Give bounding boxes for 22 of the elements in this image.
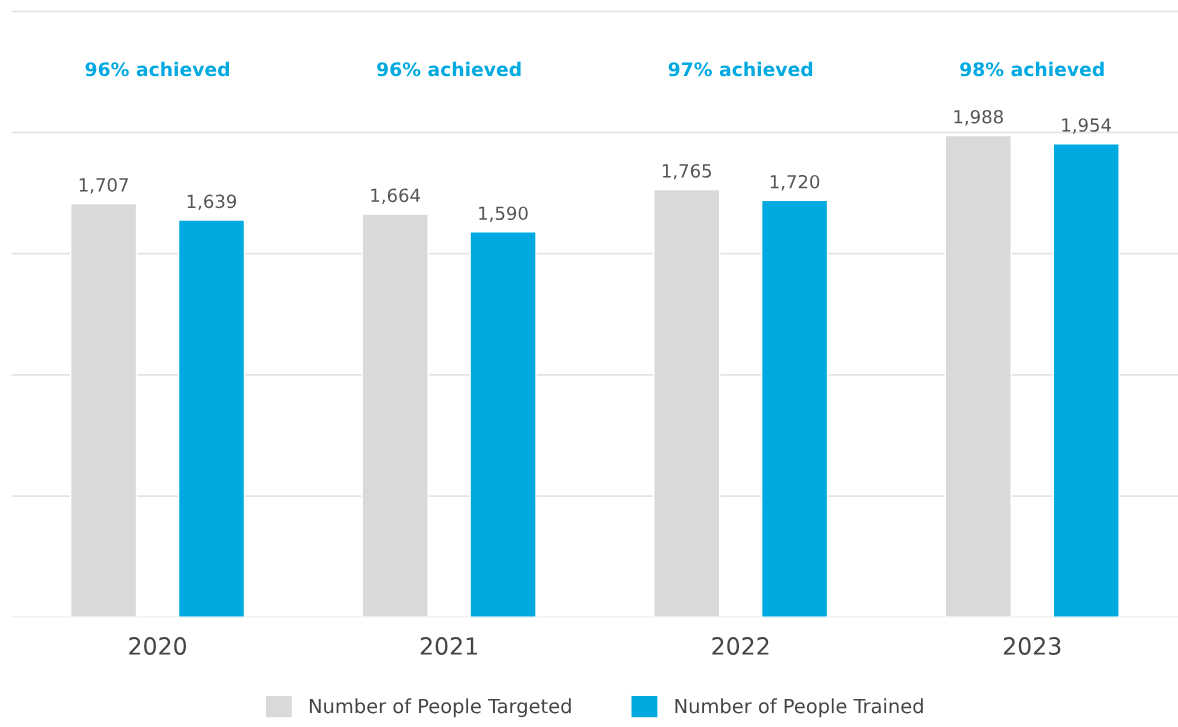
text: 96% achieved (85, 61, 229, 77)
data-label: 1,720 (770, 174, 820, 191)
legend-label: Number of People Trained (675, 698, 923, 718)
x-tick-label: 2021 (420, 637, 477, 655)
data-label: 1,590 (479, 206, 528, 222)
bar (1052, 142, 1120, 618)
data-label: 1,639 (187, 194, 237, 211)
x-tick-label: 2020 (129, 637, 187, 655)
x-tick-label: 2023 (1003, 637, 1061, 655)
data-label: 1,988 (954, 109, 1003, 126)
text: 97% achieved (668, 61, 813, 77)
text: 96% achieved (377, 61, 521, 77)
data-label: 1,954 (1062, 118, 1111, 134)
bar (177, 219, 246, 618)
bar (469, 231, 537, 618)
text: 98% achieved (960, 61, 1104, 77)
data-label: 1,765 (662, 164, 711, 180)
x-tick-label: 2022 (712, 637, 769, 655)
legend-label: Number of People Targeted (309, 698, 571, 718)
data-label: 1,707 (79, 178, 128, 194)
data-label: 1,664 (371, 188, 421, 204)
bar (760, 199, 829, 618)
